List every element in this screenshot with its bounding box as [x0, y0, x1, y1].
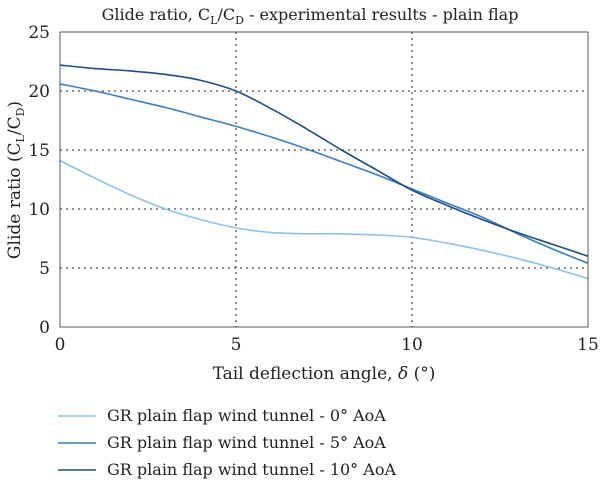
x-tick-label: 5 — [231, 335, 242, 355]
legend: GR plain flap wind tunnel - 0° AoA GR pla… — [58, 406, 396, 479]
y-tick-label: 20 — [28, 82, 50, 102]
x-axis-label: Tail deflection angle, δ (°) — [213, 364, 436, 384]
y-tick-label: 25 — [28, 23, 50, 43]
legend-label: GR plain flap wind tunnel - 0° AoA — [107, 406, 386, 425]
legend-label: GR plain flap wind tunnel - 5° AoA — [107, 433, 386, 452]
grid-lines — [60, 32, 588, 327]
plot-frame — [59, 31, 589, 328]
y-tick-label: 10 — [28, 200, 50, 220]
legend-label: GR plain flap wind tunnel - 10° AoA — [107, 460, 396, 479]
x-tick-label: 15 — [577, 335, 599, 355]
y-tick-label: 15 — [28, 141, 50, 161]
legend-item: GR plain flap wind tunnel - 0° AoA — [58, 406, 386, 425]
x-tick-label: 0 — [55, 335, 66, 355]
y-tick-label: 0 — [39, 318, 50, 338]
y-axis-ticks: 0 5 10 15 20 25 — [28, 23, 50, 338]
legend-item: GR plain flap wind tunnel - 5° AoA — [58, 433, 386, 452]
chart-title: Glide ratio, CL/CD - experimental result… — [102, 5, 519, 27]
y-tick-label: 5 — [39, 259, 50, 279]
data-series — [59, 64, 589, 280]
x-tick-label: 10 — [401, 335, 423, 355]
series-line-0 — [59, 159, 589, 280]
series-line-2 — [59, 64, 589, 257]
legend-item: GR plain flap wind tunnel - 10° AoA — [58, 460, 396, 479]
y-axis-label: Glide ratio (CL/CD) — [5, 101, 27, 259]
x-axis-ticks: 0 5 10 15 — [55, 335, 599, 355]
series-line-1 — [59, 83, 589, 265]
